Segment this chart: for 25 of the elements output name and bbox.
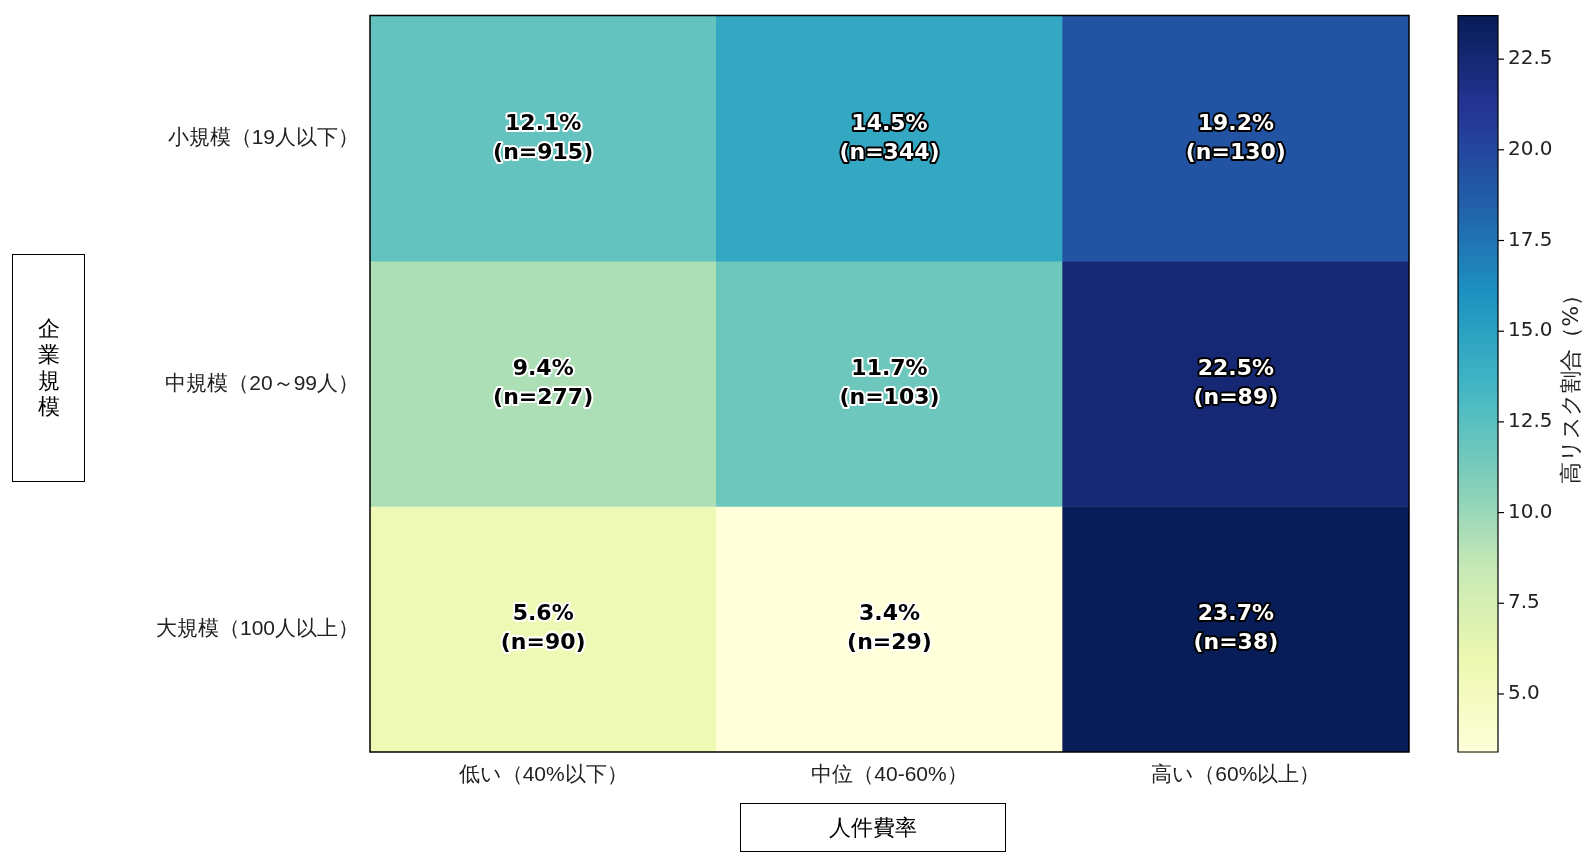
data-label: 5.6% (n=90) bbox=[500, 600, 586, 655]
data-label: 19.2% (n=130) bbox=[1185, 109, 1286, 164]
color-bar-title: 高リスク割合（%） bbox=[1557, 283, 1583, 484]
x-tick-label: 低い（40%以下） bbox=[458, 762, 628, 786]
y-axis-title: 企業規模 bbox=[37, 316, 60, 420]
data-label: 9.4% (n=277) bbox=[493, 355, 594, 410]
x-tick-label: 中位（40-60%） bbox=[811, 762, 968, 786]
color-bar-label: 20.0 bbox=[1508, 136, 1553, 161]
y-tick-label: 中規模（20～99人） bbox=[165, 370, 359, 394]
x-tick-label: 高い（60%以上） bbox=[1151, 762, 1321, 786]
color-bar-label: 15.0 bbox=[1508, 317, 1553, 342]
color-bar-label: 12.5 bbox=[1508, 408, 1553, 433]
data-label: 14.5% (n=344) bbox=[839, 109, 940, 164]
color-bar-label: 10.0 bbox=[1508, 498, 1553, 523]
data-label: 3.4% (n=29) bbox=[847, 600, 932, 655]
color-bar-label: 17.5 bbox=[1508, 226, 1553, 251]
data-label: 22.5% (n=89) bbox=[1193, 355, 1279, 410]
y-tick-label: 大規模（100人以上） bbox=[155, 616, 359, 640]
data-label: 12.1% (n=915) bbox=[493, 109, 594, 164]
color-bar-label: 22.5 bbox=[1508, 45, 1553, 70]
data-label: 11.7% (n=103) bbox=[839, 355, 940, 410]
data-label: 23.7% (n=38) bbox=[1193, 600, 1279, 655]
y-tick-label: 小規模（19人以下） bbox=[167, 125, 359, 149]
color-bar-label: 7.5 bbox=[1508, 589, 1540, 614]
color-bar-label: 5.0 bbox=[1508, 680, 1540, 705]
